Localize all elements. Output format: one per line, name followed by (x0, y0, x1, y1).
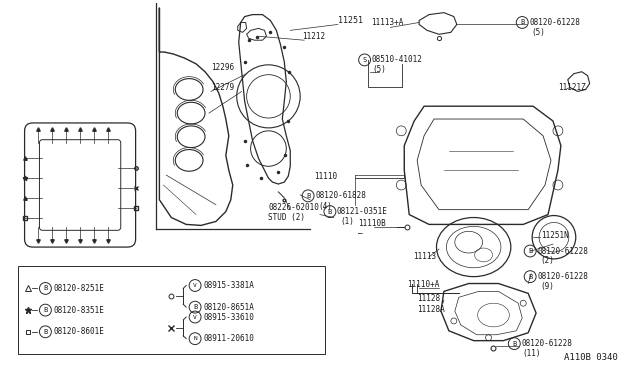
Text: (4): (4) (318, 202, 332, 211)
Text: B: B (328, 209, 332, 215)
Text: 08120-8601E: 08120-8601E (53, 327, 104, 336)
Text: 08120-61228: 08120-61228 (537, 272, 588, 281)
Text: B: B (306, 193, 310, 199)
Text: B: B (528, 248, 532, 254)
Text: STUD (2): STUD (2) (268, 213, 305, 222)
Text: 11251: 11251 (338, 16, 363, 25)
Text: V: V (193, 314, 197, 320)
Text: 11212: 11212 (302, 32, 325, 41)
Text: 08915-33610: 08915-33610 (203, 312, 254, 321)
Text: B: B (44, 307, 47, 313)
Text: 11113+A: 11113+A (372, 18, 404, 27)
Text: (1): (1) (341, 217, 355, 226)
FancyBboxPatch shape (40, 140, 121, 230)
Text: 08120-61828: 08120-61828 (315, 191, 366, 201)
Text: (11): (11) (522, 349, 540, 358)
Text: A110B 0340: A110B 0340 (564, 353, 618, 362)
Text: 11251N: 11251N (541, 231, 569, 240)
Text: B: B (512, 341, 516, 347)
Text: —: — (358, 229, 362, 238)
FancyBboxPatch shape (24, 123, 136, 247)
Text: 08911-20610: 08911-20610 (203, 334, 254, 343)
Text: (5): (5) (531, 28, 545, 37)
Text: 11110B: 11110B (358, 219, 385, 228)
FancyBboxPatch shape (18, 266, 325, 355)
Text: S: S (362, 57, 367, 63)
Text: 08120-61228: 08120-61228 (529, 18, 580, 27)
Text: 08121-0351E: 08121-0351E (337, 207, 388, 216)
Text: 08120-61228: 08120-61228 (521, 339, 572, 348)
Text: 11110: 11110 (314, 171, 337, 181)
Text: N: N (193, 336, 197, 341)
Text: (2): (2) (540, 256, 554, 265)
Text: 11113: 11113 (413, 253, 436, 262)
Text: (9): (9) (540, 282, 554, 291)
Text: 08120-8351E: 08120-8351E (53, 306, 104, 315)
Text: B: B (528, 274, 532, 280)
Text: B: B (44, 329, 47, 335)
Text: 11128A: 11128A (417, 305, 445, 314)
Text: 08915-3381A: 08915-3381A (203, 281, 254, 290)
Text: 08226-62010: 08226-62010 (268, 203, 319, 212)
Text: 11121Z: 11121Z (558, 83, 586, 92)
Text: (5): (5) (372, 65, 387, 74)
Text: 08510-41012: 08510-41012 (372, 55, 422, 64)
Text: 08120-8651A: 08120-8651A (203, 303, 254, 312)
Text: 08120-61228: 08120-61228 (537, 247, 588, 256)
Text: B: B (520, 19, 524, 25)
Text: 08120-8251E: 08120-8251E (53, 284, 104, 293)
Text: B: B (44, 285, 47, 291)
Text: 11128: 11128 (417, 294, 440, 303)
Text: 12279: 12279 (211, 83, 234, 92)
Text: 11110+A: 11110+A (407, 280, 440, 289)
Text: V: V (193, 283, 197, 288)
Text: 12296: 12296 (211, 63, 234, 72)
Text: B: B (193, 304, 197, 310)
